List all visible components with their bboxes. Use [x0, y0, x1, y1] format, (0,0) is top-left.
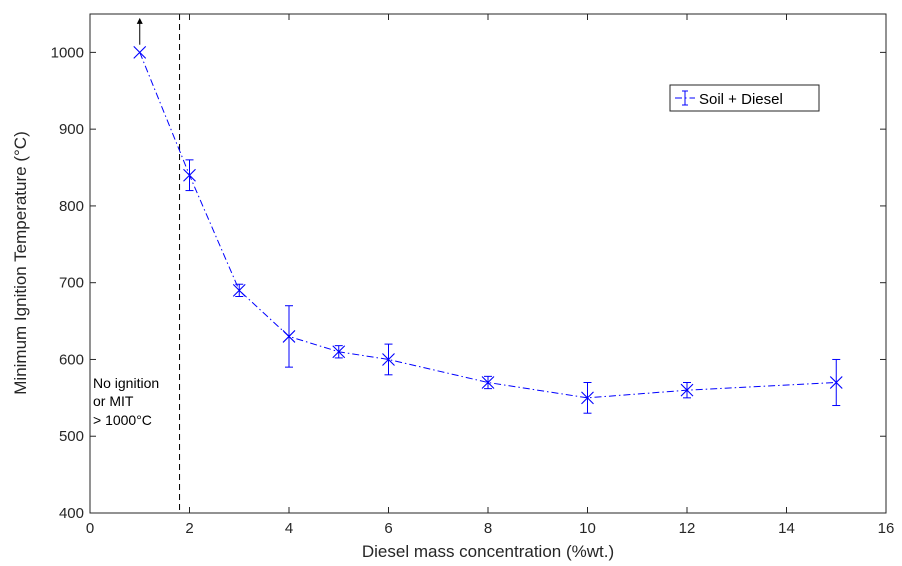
data-point [232, 283, 246, 297]
legend: Soil + Diesel [669, 84, 820, 112]
annotation-line-1: No ignition [93, 375, 159, 391]
y-tick-label: 700 [59, 275, 84, 292]
legend-label: Soil + Diesel [699, 91, 783, 108]
x-tick-label: 12 [679, 520, 696, 537]
data-point [382, 353, 395, 366]
x-tick-label: 8 [484, 520, 492, 537]
data-point [133, 45, 147, 59]
y-tick-label: 400 [59, 505, 84, 522]
data-point [183, 168, 196, 182]
x-tick-label: 14 [778, 520, 795, 537]
y-tick-label: 500 [59, 428, 84, 445]
annotation-line-3: > 1000°C [93, 412, 152, 428]
x-axis-label: Diesel mass concentration (%wt.) [362, 542, 614, 561]
x-tick-label: 2 [185, 520, 193, 537]
data-point [332, 345, 346, 359]
data-point [481, 376, 495, 389]
x-tick-label: 0 [86, 520, 94, 537]
arrow-head [136, 17, 143, 24]
x-tick-label: 6 [384, 520, 392, 537]
y-tick-label: 900 [59, 121, 84, 138]
y-tick-label: 600 [59, 351, 84, 368]
data-point [829, 376, 843, 389]
x-tick-label: 16 [878, 520, 895, 537]
data-point [282, 330, 296, 343]
data-point [680, 383, 694, 397]
x-tick-label: 10 [579, 520, 596, 537]
annotation-line-2: or MIT [93, 393, 134, 409]
y-axis-label: Minimum Ignition Temperature (°C) [11, 131, 30, 394]
x-tick-label: 4 [285, 520, 293, 537]
series-line [139, 52, 837, 399]
data-point [581, 391, 594, 405]
y-tick-label: 1000 [51, 44, 84, 61]
y-tick-label: 800 [59, 198, 84, 215]
